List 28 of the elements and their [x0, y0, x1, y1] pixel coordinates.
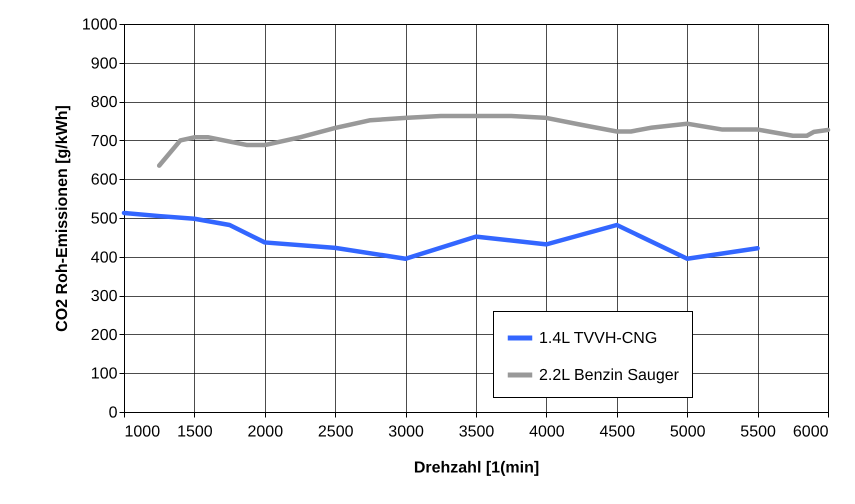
y-tick-label: 300 [90, 288, 118, 306]
y-tick-label: 500 [90, 210, 118, 228]
x-tick-label: 1500 [177, 424, 213, 440]
y-tick-label: 0 [108, 404, 118, 422]
legend-label: 2.2L Benzin Sauger [539, 367, 680, 384]
x-tick-label: 4000 [529, 424, 565, 440]
y-tick-label: 200 [90, 326, 118, 344]
x-tick-label: 3500 [458, 424, 494, 440]
line-series [122, 210, 760, 261]
x-tick-label: 2000 [248, 424, 284, 440]
legend-label: 1.4L TVVH-CNG [539, 330, 658, 347]
y-tick-label: 400 [90, 249, 118, 266]
x-axis-title: Drehzahl [1(min] [414, 460, 540, 476]
y-tick-label: 900 [90, 55, 118, 72]
x-tick-label: 4500 [600, 424, 636, 440]
x-tick-label: 1000 [124, 424, 160, 440]
x-tick-label: 6000 [792, 424, 829, 440]
x-tick-label: 2500 [318, 424, 354, 440]
line-series [156, 114, 830, 168]
y-tick-label: 1000 [82, 16, 118, 34]
x-tick-label: 5000 [670, 424, 706, 440]
y-tick-label: 800 [90, 94, 118, 112]
y-tick-label: 700 [90, 132, 118, 150]
y-tick-label: 100 [90, 366, 118, 383]
x-tick-label: 5500 [740, 424, 776, 440]
x-tick-label: 3000 [388, 424, 424, 440]
y-axis-title: CO2 Roh-Emissionen [g/kWh] [54, 105, 71, 332]
y-tick-label: 600 [90, 172, 118, 189]
